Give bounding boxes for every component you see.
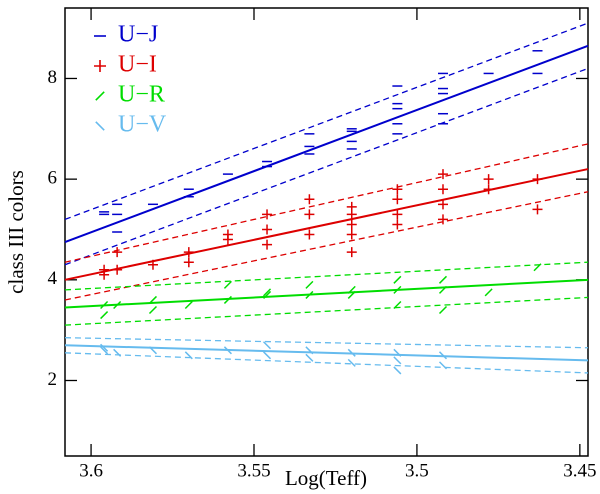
data-point xyxy=(483,174,494,185)
data-point xyxy=(147,259,158,270)
data-point xyxy=(184,300,193,310)
data-point xyxy=(533,263,542,272)
data-point xyxy=(392,219,403,230)
legend-label: U−V xyxy=(118,112,167,138)
x-tick-label: 3.45 xyxy=(563,460,596,481)
data-point xyxy=(263,341,272,350)
data-point xyxy=(305,280,314,289)
data-point xyxy=(532,204,543,215)
legend-label: U−J xyxy=(118,22,158,48)
data-point xyxy=(223,280,232,289)
data-point xyxy=(304,229,315,240)
data-point xyxy=(304,194,315,205)
data-point xyxy=(438,351,448,360)
x-tick-label: 3.55 xyxy=(237,460,270,481)
data-point xyxy=(346,229,357,240)
y-axis-label: class III colors xyxy=(4,170,28,294)
y-tick-label: 6 xyxy=(48,168,58,189)
data-point xyxy=(113,348,122,357)
data-point xyxy=(438,361,448,370)
data-point xyxy=(262,239,273,250)
data-point xyxy=(437,169,448,180)
data-point xyxy=(305,290,314,299)
data-point xyxy=(262,224,273,235)
data-point xyxy=(438,275,448,284)
data-point xyxy=(99,264,110,275)
fit-band-line xyxy=(64,22,589,221)
data-point xyxy=(100,300,109,310)
fit-band-line xyxy=(64,67,589,266)
data-point xyxy=(437,199,448,210)
x-tick-label: 3.6 xyxy=(79,460,103,481)
data-point xyxy=(346,247,357,258)
data-point xyxy=(347,285,356,294)
data-point xyxy=(346,219,357,230)
fit-band-line xyxy=(64,352,589,374)
fit-line xyxy=(64,44,589,244)
data-point xyxy=(393,300,402,310)
data-point xyxy=(393,285,402,294)
data-point xyxy=(100,346,109,355)
data-point xyxy=(148,295,158,304)
data-point xyxy=(346,201,357,212)
data-point xyxy=(184,351,193,360)
legend-marker xyxy=(94,60,106,72)
data-point xyxy=(393,356,402,365)
data-point xyxy=(393,275,402,284)
data-point xyxy=(438,305,448,315)
data-point xyxy=(484,288,493,297)
y-tick-label: 2 xyxy=(48,369,58,390)
data-point xyxy=(148,346,158,355)
data-point xyxy=(304,209,315,220)
data-point xyxy=(263,288,272,297)
y-tick-label: 4 xyxy=(48,268,58,289)
fit-line xyxy=(64,344,589,362)
data-point xyxy=(183,247,194,258)
data-point xyxy=(393,348,402,357)
data-point xyxy=(223,295,232,304)
data-point xyxy=(113,300,122,310)
legend-label: U−R xyxy=(118,82,165,108)
legend-marker xyxy=(95,121,105,131)
legend-label: U−I xyxy=(118,52,157,78)
data-point xyxy=(263,351,272,360)
data-point xyxy=(305,346,314,355)
data-point xyxy=(100,311,109,320)
data-point xyxy=(392,209,403,220)
fit-line xyxy=(64,168,589,281)
data-point xyxy=(183,257,194,268)
data-point xyxy=(438,285,448,294)
fit-band-line xyxy=(64,261,589,291)
data-point xyxy=(347,358,356,367)
data-point xyxy=(100,343,109,352)
x-tick-label: 3.5 xyxy=(405,460,429,481)
legend-marker xyxy=(95,91,105,101)
data-point xyxy=(262,209,273,220)
x-axis-label: Log(Teff) xyxy=(285,466,367,490)
data-point xyxy=(392,184,403,195)
data-point xyxy=(437,214,448,225)
fit-line xyxy=(64,278,589,309)
data-point xyxy=(392,194,403,205)
data-point xyxy=(263,290,272,299)
data-point xyxy=(223,346,232,355)
data-point xyxy=(347,290,356,299)
data-point xyxy=(305,353,314,362)
data-point xyxy=(112,264,123,275)
data-point xyxy=(112,247,123,258)
data-point xyxy=(483,184,494,195)
data-point xyxy=(532,174,543,185)
plot-frame xyxy=(64,7,589,457)
data-point xyxy=(437,184,448,195)
data-point xyxy=(148,305,158,315)
data-point xyxy=(393,366,402,375)
fit-band-line xyxy=(64,143,589,263)
fit-band-line xyxy=(64,191,589,301)
data-point xyxy=(347,348,356,357)
fit-band-line xyxy=(64,296,589,326)
fit-band-line xyxy=(64,337,589,349)
data-point xyxy=(222,229,233,240)
y-tick-label: 8 xyxy=(48,67,58,88)
